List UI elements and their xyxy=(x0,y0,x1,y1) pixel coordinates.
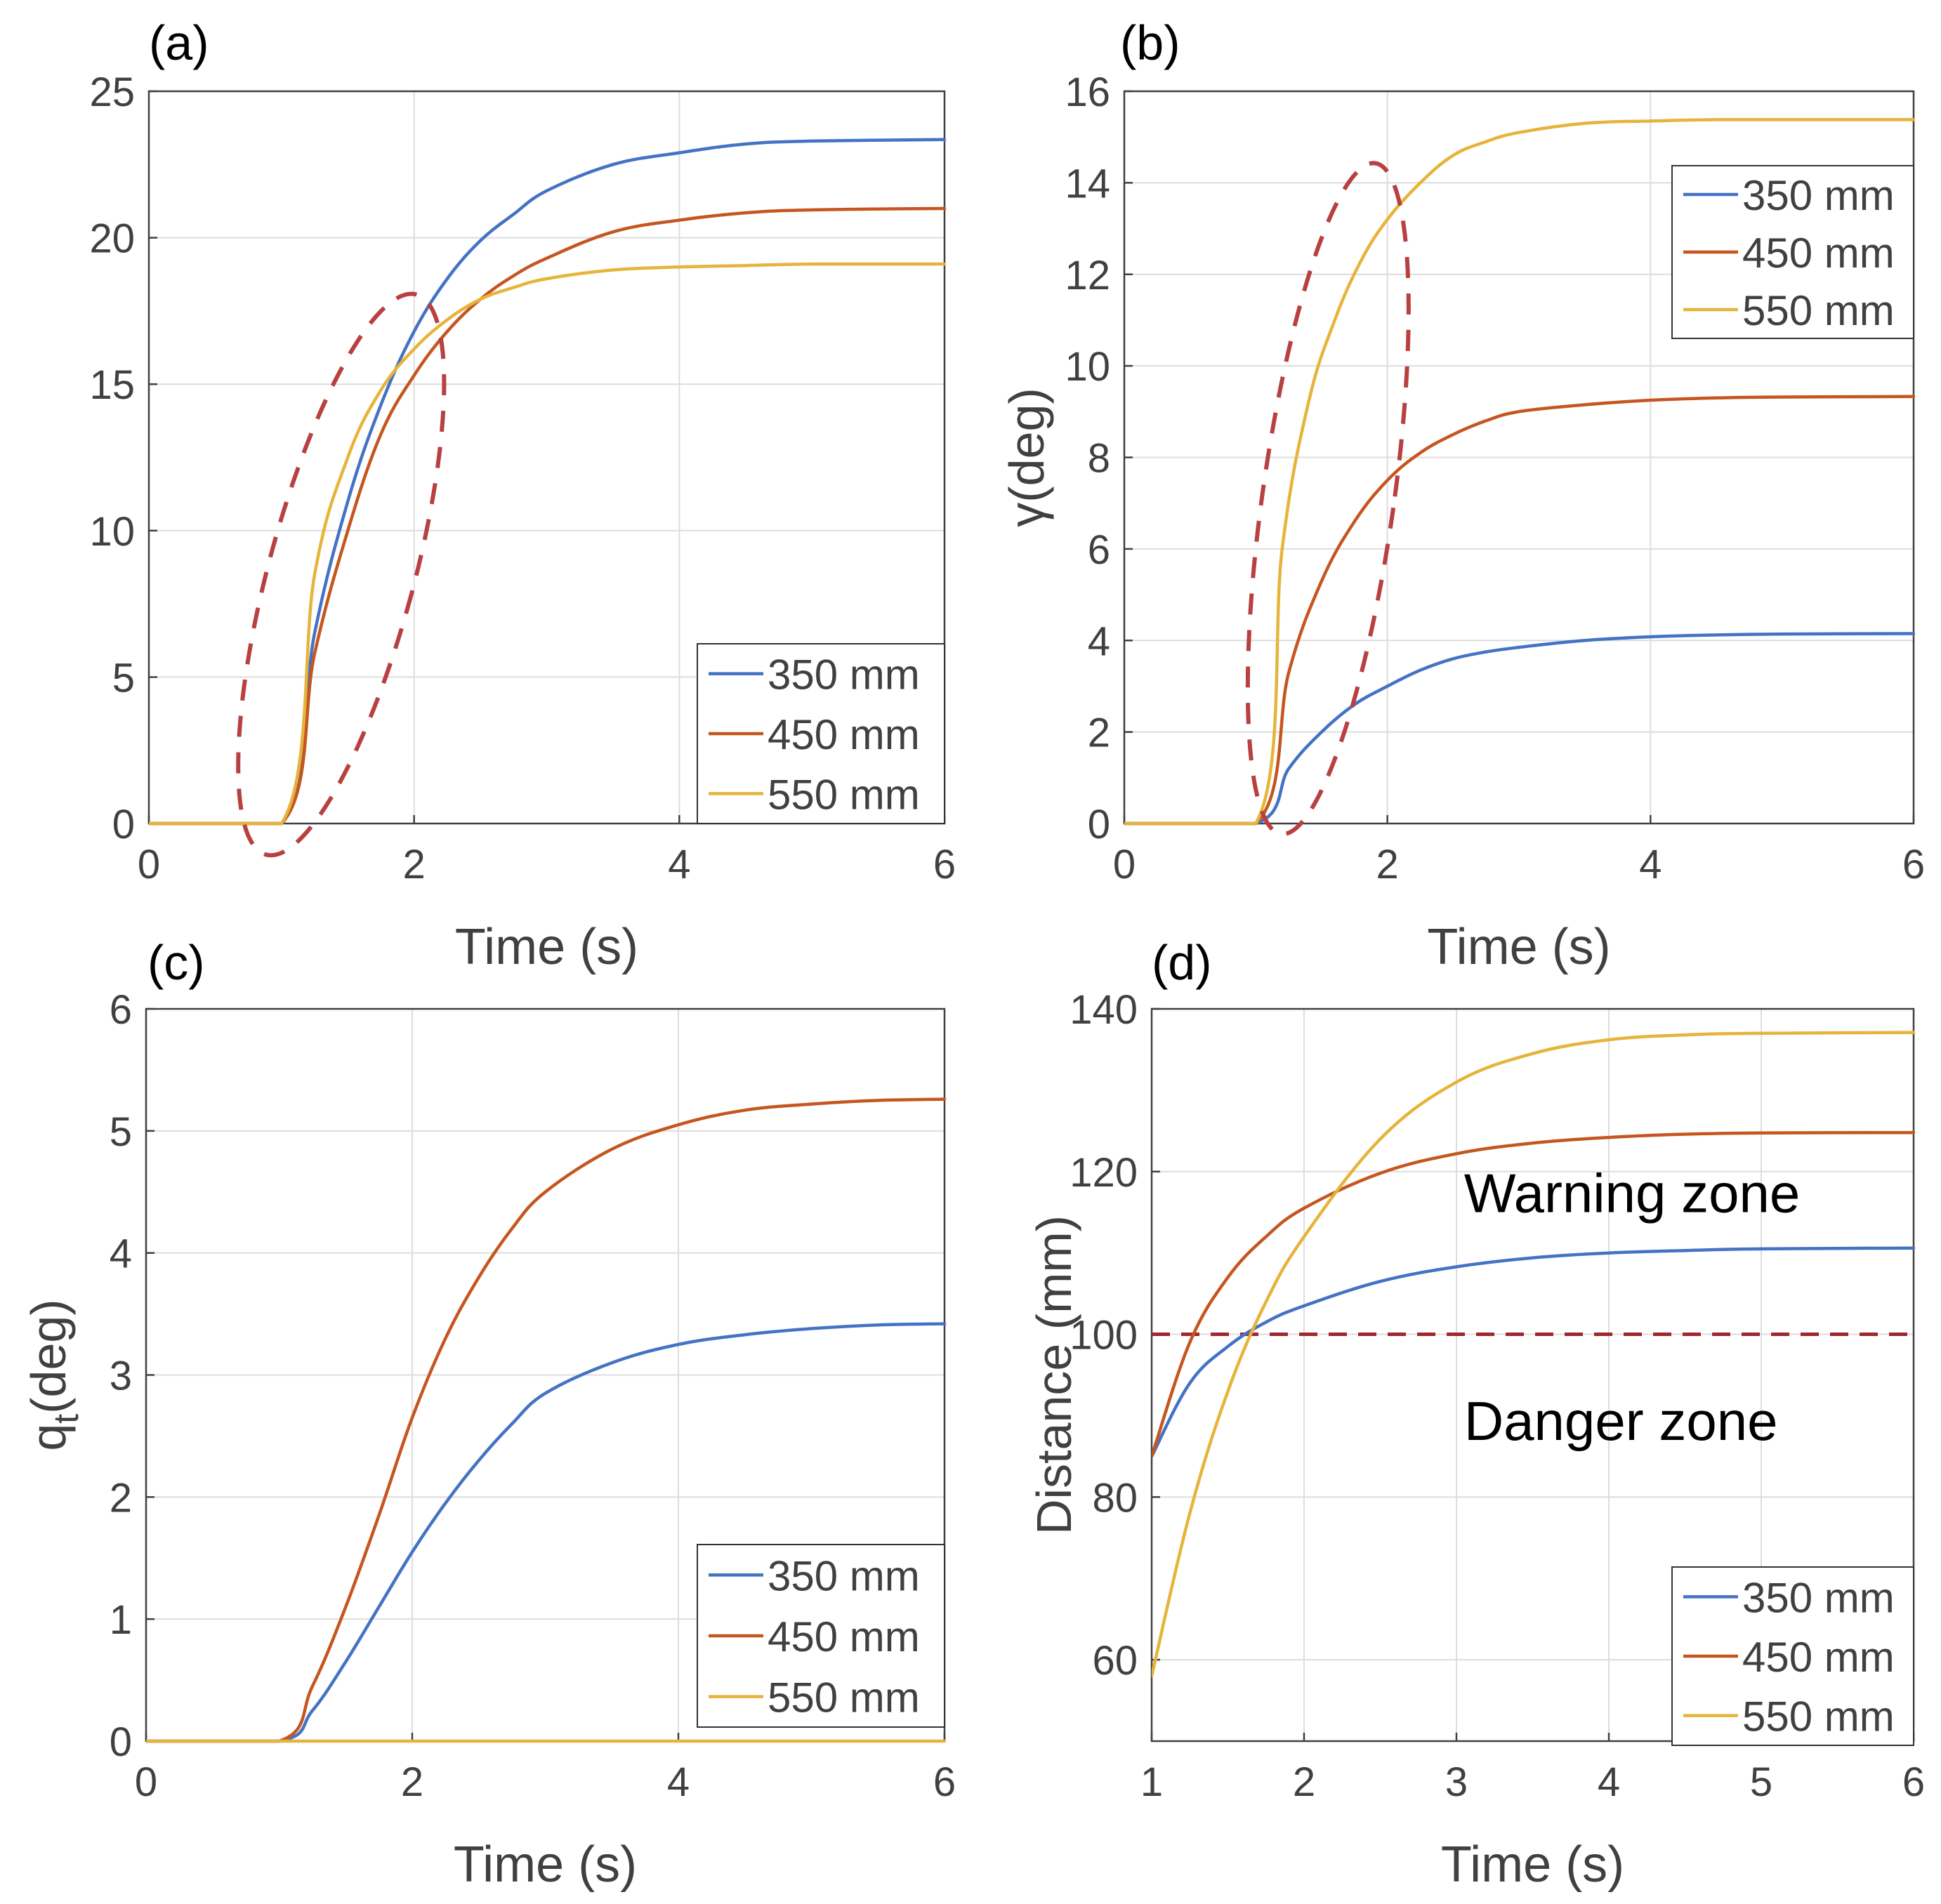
panel-b-xtick-label-1: 2 xyxy=(1376,842,1399,887)
panel-d-ytick-label-4: 140 xyxy=(1070,987,1138,1033)
panel-a-legend-label-2: 550 mm xyxy=(768,771,920,818)
panel-c-ytick-label-2: 2 xyxy=(110,1475,132,1521)
panel-d-xtick-label-3: 4 xyxy=(1598,1759,1620,1805)
panel-a-ytick-label-4: 20 xyxy=(89,216,135,262)
panel-c-series-450-mm xyxy=(146,1097,947,1743)
panel-d-series-450-mm xyxy=(1152,1130,1916,1458)
panel-a-label: (a) xyxy=(149,15,209,70)
panel-b-ytick-label-4: 8 xyxy=(1088,436,1110,482)
panel-b-ytick-label-3: 6 xyxy=(1088,527,1110,573)
panel-b-highlight-ellipse xyxy=(1245,161,1411,837)
panel-b-ytick-label-8: 16 xyxy=(1065,70,1110,115)
panel-c-ytick-label-4: 4 xyxy=(110,1231,132,1277)
panel-a: 0 2 4 6 0 5 10 15 20 25 Time (s) (a) 350 mm 450 mm 550… xyxy=(89,15,956,975)
panel-a-legend-label-0: 350 mm xyxy=(768,652,920,699)
panel-c-legend-label-0: 350 mm xyxy=(768,1552,920,1599)
panel-a-ytick-label-2: 10 xyxy=(89,509,135,555)
panel-d-series-350-mm xyxy=(1152,1246,1916,1458)
panel-c-label: (c) xyxy=(147,935,205,990)
panel-a-series-550-mm xyxy=(149,262,947,826)
panel-d-ytick-label-2: 100 xyxy=(1070,1313,1138,1358)
panel-b-ytick-label-2: 4 xyxy=(1088,619,1110,664)
panel-d-legend-label-2: 550 mm xyxy=(1742,1693,1895,1740)
panel-b-ytick-label-5: 10 xyxy=(1065,344,1110,390)
panel-d-series-550-mm xyxy=(1152,1031,1916,1678)
panel-a-xtick-label-1: 2 xyxy=(403,842,426,887)
panel-c-xtick-label-1: 2 xyxy=(401,1759,423,1805)
panel-b-ytick-label-0: 0 xyxy=(1088,802,1110,847)
panel-a-axes-frame xyxy=(147,90,946,825)
panel-d-ylabel: Distance (mm) xyxy=(1027,1215,1081,1535)
panel-b-xlabel: Time (s) xyxy=(1427,919,1610,975)
panel-d-xtick-label-2: 3 xyxy=(1445,1759,1468,1805)
panel-b-xtick-label-0: 0 xyxy=(1113,842,1136,887)
panel-d-zone-label-1: Warning zone xyxy=(1464,1163,1800,1224)
panel-c-xtick-label-2: 4 xyxy=(667,1759,690,1805)
panel-b-ytick-label-1: 2 xyxy=(1088,710,1110,756)
panel-b-ytick-label-7: 14 xyxy=(1065,161,1110,206)
panel-c-legend-label-1: 450 mm xyxy=(768,1613,920,1660)
panel-d: 1 2 3 4 5 6 60 80 100 120 140 Time (s) Distance (mm)… xyxy=(1027,935,1925,1893)
panel-c: 0 2 4 6 0 1 2 3 4 5 6 Time (s) qt(deg) (c) 350 mm 450 m… xyxy=(21,935,956,1893)
panel-b-label: (b) xyxy=(1120,15,1180,70)
panel-d-xtick-label-5: 6 xyxy=(1902,1759,1925,1805)
panel-d-label: (d) xyxy=(1152,935,1212,990)
panel-c-series-350-mm xyxy=(146,1322,947,1743)
panel-a-xtick-label-2: 4 xyxy=(668,842,690,887)
panel-d-legend-label-0: 350 mm xyxy=(1742,1574,1895,1621)
panel-b-ylabel: γ(deg) xyxy=(999,388,1054,527)
panel-b-series-450-mm xyxy=(1124,395,1916,826)
panel-a-ytick-label-3: 15 xyxy=(89,362,135,408)
panel-a-highlight-ellipse xyxy=(236,291,447,858)
panel-d-xtick-label-4: 5 xyxy=(1750,1759,1772,1805)
panel-b-legend-label-1: 450 mm xyxy=(1742,230,1895,277)
panel-c-ytick-label-3: 3 xyxy=(110,1354,132,1399)
panel-a-ytick-label-1: 5 xyxy=(112,655,135,701)
panel-b-legend-label-0: 350 mm xyxy=(1742,172,1895,219)
panel-b-series-550-mm xyxy=(1124,118,1916,826)
panel-b: 0 2 4 6 0 2 4 6 8 10 12 14 16 Time (s) γ(deg) (b) 350 mm… xyxy=(999,15,1925,975)
panel-c-xlabel: Time (s) xyxy=(454,1837,637,1893)
panel-d-axes-frame xyxy=(1150,1007,1915,1743)
panel-d-xlabel: Time (s) xyxy=(1441,1837,1624,1893)
panel-a-xlabel: Time (s) xyxy=(455,919,638,975)
panel-d-legend-label-1: 450 mm xyxy=(1742,1634,1895,1681)
panel-c-ytick-label-0: 0 xyxy=(110,1719,132,1765)
panel-b-ytick-label-6: 12 xyxy=(1065,253,1110,298)
panel-d-xtick-label-1: 2 xyxy=(1293,1759,1315,1805)
panel-b-legend-label-2: 550 mm xyxy=(1742,287,1895,334)
panel-c-ytick-label-6: 6 xyxy=(110,987,132,1033)
panel-a-series-450-mm xyxy=(149,206,947,826)
panel-c-xtick-label-3: 6 xyxy=(933,1759,956,1805)
panel-c-ytick-label-5: 5 xyxy=(110,1109,132,1155)
panel-a-legend-label-1: 450 mm xyxy=(768,711,920,758)
panel-b-xtick-label-3: 6 xyxy=(1902,842,1925,887)
panel-a-ytick-label-0: 0 xyxy=(112,802,135,847)
panel-c-legend-label-2: 550 mm xyxy=(768,1674,920,1721)
panel-a-series-350-mm xyxy=(149,138,947,826)
panel-d-ytick-label-1: 80 xyxy=(1092,1475,1138,1521)
panel-c-ylabel: qt(deg) xyxy=(21,1299,86,1450)
panel-c-ytick-label-1: 1 xyxy=(110,1597,132,1643)
panel-b-series-350-mm xyxy=(1124,632,1916,826)
panel-d-xtick-label-0: 1 xyxy=(1140,1759,1163,1805)
panel-d-ytick-label-3: 120 xyxy=(1070,1150,1138,1196)
panel-d-zone-label-2: Danger zone xyxy=(1464,1390,1778,1452)
panel-c-xtick-label-0: 0 xyxy=(135,1759,157,1805)
panel-a-ytick-label-5: 25 xyxy=(89,70,135,115)
panel-a-xtick-label-3: 6 xyxy=(933,842,956,887)
panel-a-xtick-label-0: 0 xyxy=(138,842,160,887)
panel-d-ytick-label-0: 60 xyxy=(1092,1638,1138,1684)
panel-b-xtick-label-2: 4 xyxy=(1639,842,1662,887)
